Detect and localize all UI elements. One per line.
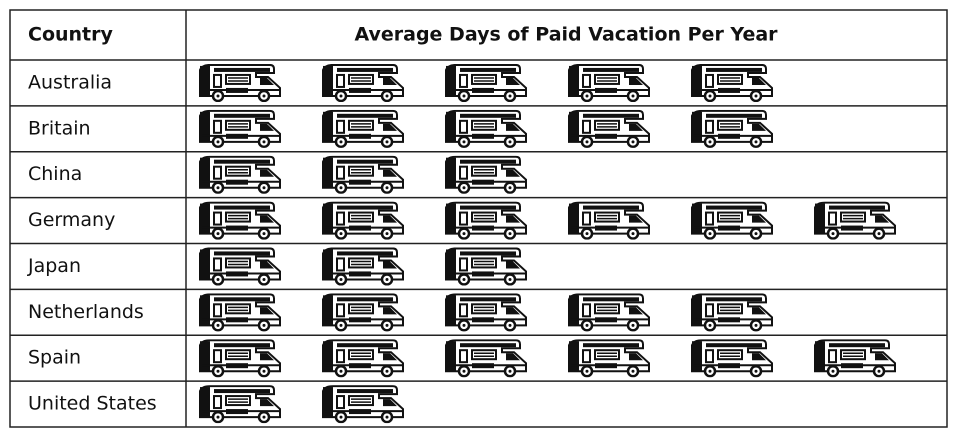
icon-row [200, 203, 895, 239]
camper-icon [446, 111, 526, 147]
camper-icon [323, 157, 403, 193]
camper-icon [569, 65, 649, 101]
country-label: China [28, 163, 82, 185]
camper-icon [200, 386, 280, 422]
camper-icon [323, 111, 403, 147]
country-label: Britain [28, 117, 91, 139]
camper-icon [446, 203, 526, 239]
pictograph-table: Country Average Days of Paid Vacation Pe… [0, 0, 957, 437]
camper-icon [200, 248, 280, 284]
icon-row [200, 294, 772, 330]
page: {"chart_data": {"type": "pictograph", "c… [0, 0, 957, 437]
camper-icon [692, 340, 772, 376]
camper-icon [692, 65, 772, 101]
camper-icon [446, 340, 526, 376]
camper-icon [569, 340, 649, 376]
camper-icon [200, 294, 280, 330]
icon-row [200, 340, 895, 376]
camper-icon [446, 294, 526, 330]
camper-icon [815, 203, 895, 239]
camper-icon [200, 157, 280, 193]
country-label: Spain [28, 347, 81, 369]
country-label: Netherlands [28, 301, 144, 323]
camper-icon [323, 203, 403, 239]
camper-icon [200, 203, 280, 239]
icon-row [200, 111, 772, 147]
camper-icon [200, 111, 280, 147]
camper-icon [446, 157, 526, 193]
camper-icon [569, 248, 649, 284]
camper-icon [692, 203, 772, 239]
camper-icon [815, 340, 895, 376]
camper-icon [323, 294, 403, 330]
icon-row [200, 248, 649, 284]
camper-icon [569, 203, 649, 239]
camper-icon [200, 340, 280, 376]
icon-row [200, 157, 526, 193]
camper-icon [569, 294, 649, 330]
icon-row [200, 65, 772, 101]
camper-icon [446, 65, 526, 101]
camper-icon [323, 386, 403, 422]
camper-icon [692, 111, 772, 147]
country-label: Australia [28, 71, 112, 93]
camper-icon [323, 65, 403, 101]
column-header: Average Days of Paid Vacation Per Year [354, 24, 778, 46]
camper-icon [692, 294, 772, 330]
country-label: Japan [27, 255, 81, 277]
column-header: Country [28, 24, 114, 46]
camper-icon [323, 248, 403, 284]
camper-icon [569, 111, 649, 147]
country-label: Germany [28, 209, 115, 231]
camper-icon [446, 248, 526, 284]
camper-icon [323, 340, 403, 376]
icon-row [200, 386, 403, 422]
camper-icon [200, 65, 280, 101]
country-label: United States [28, 393, 157, 415]
